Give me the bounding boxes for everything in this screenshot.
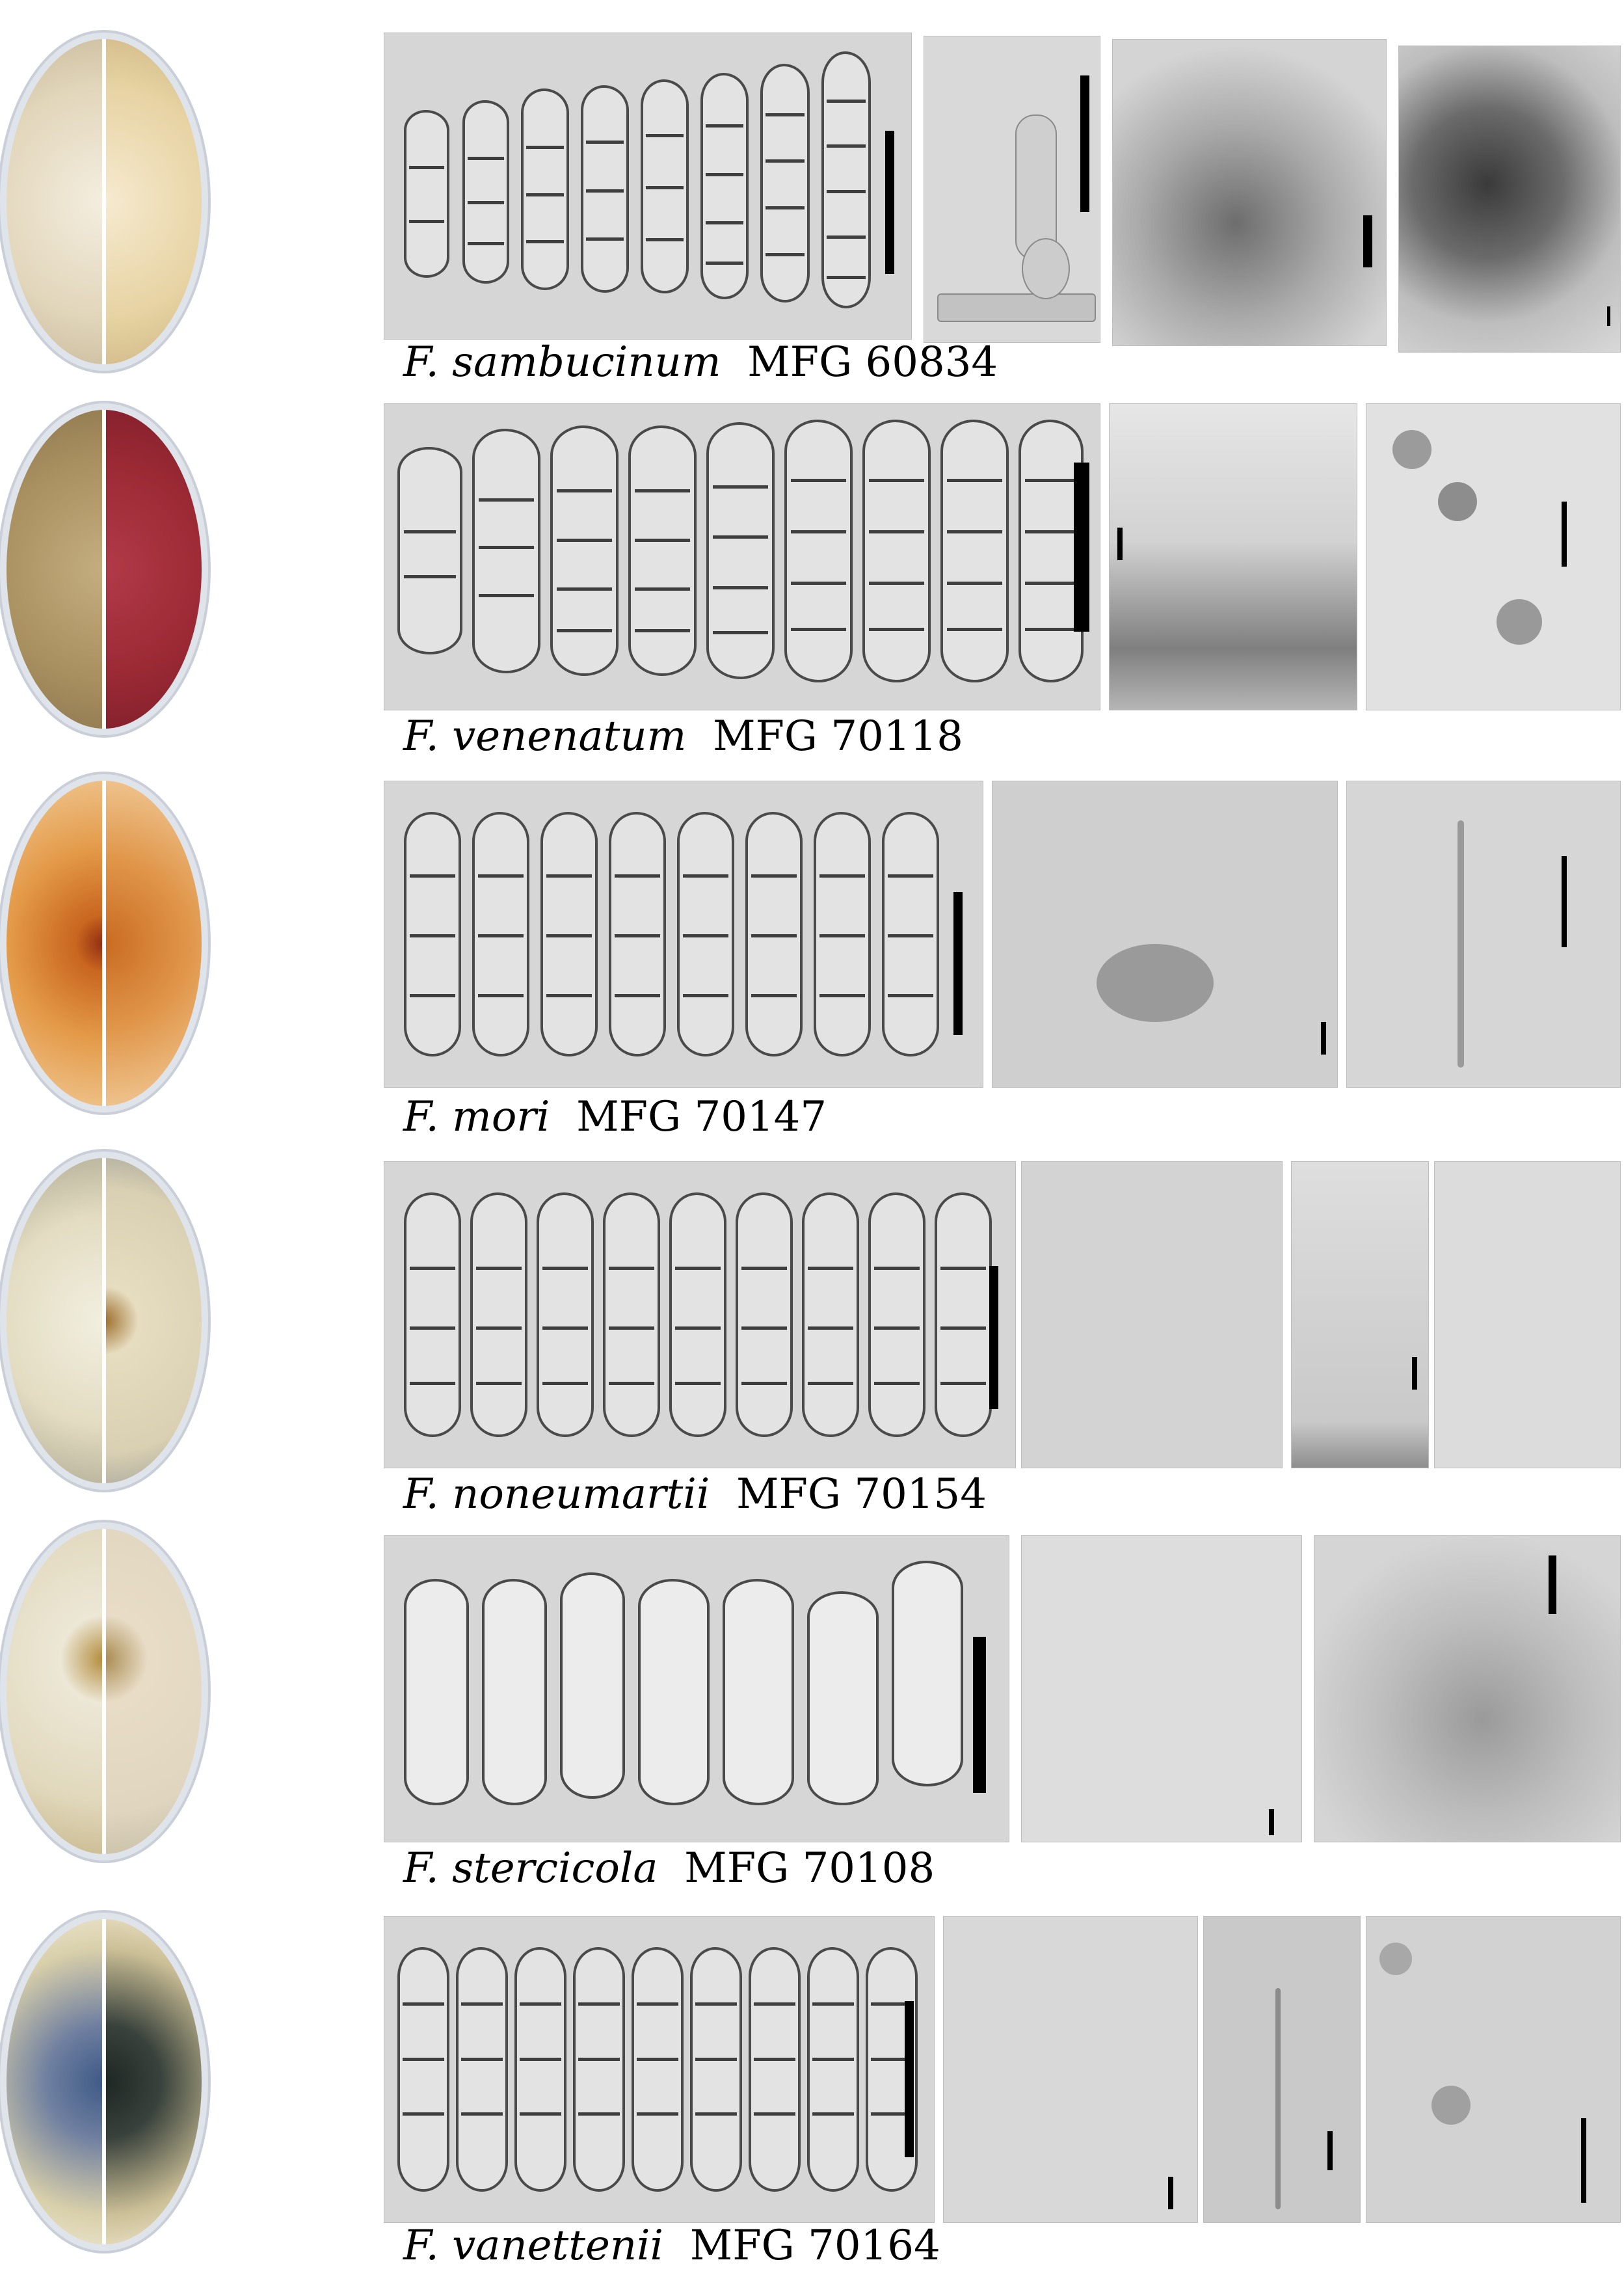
strain-code: MFG 70118 bbox=[712, 712, 963, 760]
scale-bar bbox=[1327, 2131, 1333, 2170]
plate-divider bbox=[102, 410, 106, 729]
colony-plate-5 bbox=[7, 1529, 202, 1854]
species-caption-1: F. sambucinum MFG 60834 bbox=[403, 338, 998, 386]
chlamydospore-panel-6 bbox=[1366, 1916, 1621, 2223]
conidia-panel-3 bbox=[384, 781, 983, 1088]
species-caption-4: F. noneumartii MFG 70154 bbox=[403, 1470, 987, 1518]
colony-reverse-6 bbox=[104, 1919, 202, 2244]
plate-divider bbox=[102, 1158, 106, 1483]
scale-bar bbox=[1549, 1555, 1556, 1614]
plate-divider bbox=[102, 1919, 106, 2244]
colony-front-4 bbox=[7, 1158, 104, 1483]
hyphae-panel-4 bbox=[1434, 1161, 1621, 1468]
scale-bar bbox=[1562, 856, 1567, 947]
sclerotia-panel-1 bbox=[1398, 46, 1621, 353]
microconidia-panel-3 bbox=[992, 781, 1338, 1088]
scale-bar bbox=[1562, 502, 1567, 567]
species-name: F. mori bbox=[403, 1093, 550, 1141]
scale-bar bbox=[1269, 1809, 1274, 1835]
phialide-panel-3 bbox=[1346, 781, 1621, 1088]
colony-front-1 bbox=[7, 39, 104, 364]
conidia-panel-1 bbox=[384, 33, 912, 340]
species-caption-2: F. venenatum MFG 70118 bbox=[403, 712, 963, 760]
strain-code: MFG 60834 bbox=[747, 338, 998, 386]
colony-plate-2 bbox=[7, 410, 202, 729]
colony-plate-6 bbox=[7, 1919, 202, 2244]
figure-row-5: F. stercicola MFG 70108 bbox=[0, 1522, 1624, 1900]
scale-bar bbox=[1080, 75, 1089, 212]
scale-bar bbox=[953, 892, 963, 1035]
conidia-panel-4 bbox=[384, 1161, 1016, 1468]
colony-front-3 bbox=[7, 781, 104, 1106]
figure-row-6: F. vanettenii MFG 70164 bbox=[0, 1906, 1624, 2288]
colony-plate-4 bbox=[7, 1158, 202, 1483]
species-caption-6: F. vanettenii MFG 70164 bbox=[403, 2222, 940, 2270]
species-name: F. vanettenii bbox=[403, 2222, 663, 2270]
colony-front-6 bbox=[7, 1919, 104, 2244]
chlamydospore-panel-2 bbox=[1366, 403, 1621, 710]
scale-bar bbox=[973, 1637, 986, 1793]
colony-front-5 bbox=[7, 1529, 104, 1854]
species-name: F. sambucinum bbox=[403, 338, 721, 386]
plate-divider bbox=[102, 39, 106, 364]
plate-divider bbox=[102, 781, 106, 1106]
figure-row-2: F. venenatum MFG 70118 bbox=[0, 390, 1624, 760]
colony-plate-1 bbox=[7, 39, 202, 364]
conidiophore-panel-4 bbox=[1291, 1161, 1429, 1468]
figure-row-3: F. mori MFG 70147 bbox=[0, 768, 1624, 1141]
conidiophore-panel-2 bbox=[1109, 403, 1357, 710]
colony-reverse-3 bbox=[104, 781, 202, 1106]
scale-bar bbox=[1363, 215, 1372, 267]
scale-bar bbox=[989, 1266, 998, 1409]
phialide-panel-6 bbox=[1203, 1916, 1361, 2223]
scale-bar bbox=[1321, 1022, 1326, 1055]
conidia-panel-5 bbox=[384, 1535, 1009, 1842]
scale-bar bbox=[1412, 1357, 1417, 1390]
strain-code: MFG 70108 bbox=[684, 1844, 935, 1892]
colony-reverse-4 bbox=[104, 1158, 202, 1483]
colony-front-2 bbox=[7, 410, 104, 729]
scale-bar bbox=[1168, 2177, 1173, 2209]
strain-code: MFG 70164 bbox=[689, 2222, 940, 2270]
species-name: F. noneumartii bbox=[403, 1470, 710, 1518]
macroconidia-panel-6 bbox=[943, 1916, 1198, 2223]
strain-code: MFG 70154 bbox=[736, 1470, 987, 1518]
scale-bar bbox=[1581, 2118, 1586, 2203]
colony-reverse-1 bbox=[104, 39, 202, 364]
species-caption-3: F. mori MFG 70147 bbox=[403, 1093, 827, 1141]
colony-reverse-5 bbox=[104, 1529, 202, 1854]
sporodochium-panel-5 bbox=[1314, 1535, 1621, 1842]
microconidia-panel-4 bbox=[1021, 1161, 1283, 1468]
species-caption-5: F. stercicola MFG 70108 bbox=[403, 1844, 935, 1892]
scale-bar bbox=[885, 131, 894, 274]
conidia-panel-2 bbox=[384, 403, 1100, 710]
colony-reverse-2 bbox=[104, 410, 202, 729]
figure-row-4: F. noneumartii MFG 70154 bbox=[0, 1145, 1624, 1518]
scale-bar bbox=[905, 2001, 914, 2157]
figure-row-1: F. sambucinum MFG 60834 bbox=[0, 26, 1624, 386]
phialide-panel-1 bbox=[924, 36, 1100, 343]
scale-bar bbox=[1607, 306, 1610, 326]
species-name: F. stercicola bbox=[403, 1844, 658, 1892]
macroconidia-mass-panel-5 bbox=[1021, 1535, 1302, 1842]
species-name: F. venenatum bbox=[403, 712, 687, 760]
strain-code: MFG 70147 bbox=[576, 1093, 827, 1141]
conidia-panel-6 bbox=[384, 1916, 935, 2223]
colony-plate-3 bbox=[7, 781, 202, 1106]
sporodochia-panel-1 bbox=[1112, 39, 1387, 346]
scale-bar bbox=[1117, 528, 1123, 560]
scale-bar bbox=[1074, 463, 1089, 632]
plate-divider bbox=[102, 1529, 106, 1854]
